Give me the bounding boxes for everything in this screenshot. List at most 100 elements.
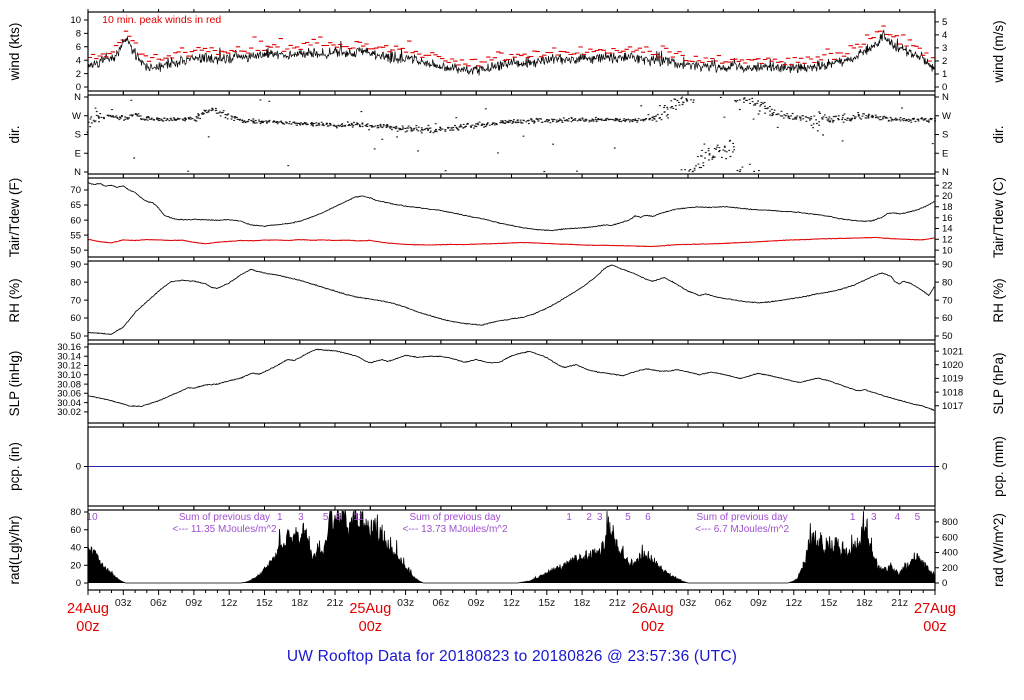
- ytick-left-rad: 0: [76, 578, 81, 589]
- panel-border: [87, 509, 936, 591]
- x-hour-label: 21z: [891, 597, 908, 609]
- peak-winds-note: 10 min. peak winds in red: [102, 14, 221, 26]
- rad-sum-note-0-line1: Sum of previous day: [179, 512, 270, 523]
- ytick-right-rad: 200: [942, 563, 958, 574]
- ytick-right-rh: 60: [942, 313, 953, 324]
- x-date-label: 27Aug: [914, 601, 956, 617]
- rad-cumsum-label: 4: [895, 512, 901, 523]
- x-date-label-sub: 00z: [641, 619, 664, 635]
- x-hour-label: 18z: [291, 597, 308, 609]
- ylabel-left-rh: RH (%): [7, 278, 22, 322]
- x-hour-label: 12z: [503, 597, 520, 609]
- ylabel-right-wind: wind (m/s): [991, 20, 1006, 83]
- ytick-right-wind: 2: [942, 56, 947, 67]
- x-ticks: [87, 175, 936, 260]
- wind-direction-points: [86, 96, 936, 173]
- ylabel-left-wind: wind (kts): [7, 23, 22, 82]
- ytick-right-dir: S: [942, 130, 948, 141]
- ytick-left-tair: 55: [70, 230, 81, 241]
- ytick-right-slp: 1020: [942, 360, 963, 371]
- ytick-right-slp: 1021: [942, 346, 963, 357]
- x-hour-label: 15z: [538, 597, 555, 609]
- tdew_f-trace: [87, 236, 935, 248]
- x-date-label: 26Aug: [632, 601, 674, 617]
- ytick-left-tair: 65: [70, 200, 81, 211]
- y-ticks: [84, 19, 939, 88]
- ylabel-right-rh: RH (%): [991, 278, 1006, 322]
- rad-cumsum-label: 3: [298, 512, 304, 523]
- ytick-right-slp: 1018: [942, 387, 963, 398]
- ytick-right-rh: 70: [942, 295, 953, 306]
- ytick-right-rad: 400: [942, 548, 958, 559]
- rad-cumsum-label: 1: [277, 512, 283, 523]
- x-axis-labels: 03z 06z 09z 12z 15z 18z 21z 03z 06z 09z 12z 15z 18z 2…: [67, 597, 956, 635]
- y-ticks: [84, 263, 939, 337]
- ytick-left-slp: 30.08: [57, 379, 81, 390]
- ytick-left-wind: 8: [76, 29, 81, 40]
- wind-trace: [87, 29, 936, 76]
- x-date-label-sub: 00z: [359, 619, 382, 635]
- x-hour-label: 09z: [468, 597, 485, 609]
- ytick-left-tair: 50: [70, 245, 81, 256]
- panel-border: [87, 260, 936, 341]
- x-hour-label: 15z: [256, 597, 273, 609]
- panel-border: [87, 426, 936, 507]
- panel-border: [87, 343, 936, 424]
- figure-title: UW Rooftop Data for 20180823 to 20180826…: [286, 648, 738, 665]
- ytick-left-rad: 40: [70, 543, 81, 554]
- ytick-right-tair: 12: [942, 234, 953, 245]
- ytick-left-wind: 2: [76, 69, 81, 80]
- ytick-right-wind: 4: [942, 30, 947, 41]
- ytick-left-dir: S: [75, 130, 81, 141]
- ytick-left-rh: 80: [70, 277, 81, 288]
- ytick-left-tair: 60: [70, 215, 81, 226]
- ylabel-right-pcp: pcp. (mm): [991, 436, 1006, 497]
- x-ticks: [87, 507, 936, 595]
- ytick-left-wind: 6: [76, 42, 81, 53]
- solar-radiation-area: [88, 511, 935, 583]
- ytick-right-rh: 50: [942, 331, 953, 342]
- ytick-left-wind: 10: [70, 15, 81, 26]
- ytick-left-wind: 4: [76, 55, 81, 66]
- x-hour-label: 12z: [221, 597, 238, 609]
- ylabel-right-tair: Tair/Tdew (C): [991, 177, 1006, 258]
- panel-wind: 0 2 4 6 8 10 0 1 2 3 4 5 wind (kts) wind (m/s) 10 min.…: [7, 9, 1006, 94]
- x-ticks: [87, 258, 936, 343]
- ytick-right-dir: N: [942, 92, 949, 103]
- tair_f-trace: [87, 182, 935, 232]
- ytick-left-dir: N: [74, 92, 81, 103]
- solar-radiation-trace: [87, 509, 935, 584]
- ytick-right-dir: N: [942, 167, 949, 178]
- panel-border: [87, 94, 936, 175]
- rh_pct-trace: [87, 264, 935, 335]
- ylabel-left-dir: dir.: [7, 125, 22, 143]
- ytick-right-rad: 0: [942, 578, 947, 589]
- panel-border: [87, 11, 936, 92]
- rad-sum-note-2-line2: <--- 6.7 MJoules/m^2: [695, 524, 789, 535]
- ytick-left-rad: 20: [70, 560, 81, 571]
- x-hour-label: 03z: [397, 597, 414, 609]
- panel-pcp: 0 0 pcp. (in) pcp. (mm): [7, 424, 1006, 509]
- ytick-right-tair: 18: [942, 202, 953, 213]
- ytick-right-tair: 10: [942, 245, 953, 256]
- x-hour-label: 15z: [821, 597, 838, 609]
- x-hour-label: 06z: [715, 597, 732, 609]
- ytick-left-slp: 30.02: [57, 407, 81, 418]
- ytick-right-rh: 90: [942, 259, 953, 270]
- ytick-left-slp: 30.06: [57, 389, 81, 400]
- rad-cumsum-label: 5: [915, 512, 921, 523]
- panel-rh: 50 60 70 80 90 50 60 70 80 90 RH (%) RH (%): [7, 258, 1006, 343]
- x-hour-label: 18z: [856, 597, 873, 609]
- y-ticks: [84, 511, 939, 584]
- ytick-right-rad: 600: [942, 532, 958, 543]
- ytick-left-dir: W: [72, 111, 81, 122]
- x-date-label: 24Aug: [67, 601, 109, 617]
- ylabel-right-dir: dir.: [991, 125, 1006, 143]
- ytick-left-tair: 70: [70, 185, 81, 196]
- ytick-left-rh: 50: [70, 331, 81, 342]
- ytick-left-slp: 30.14: [57, 351, 81, 362]
